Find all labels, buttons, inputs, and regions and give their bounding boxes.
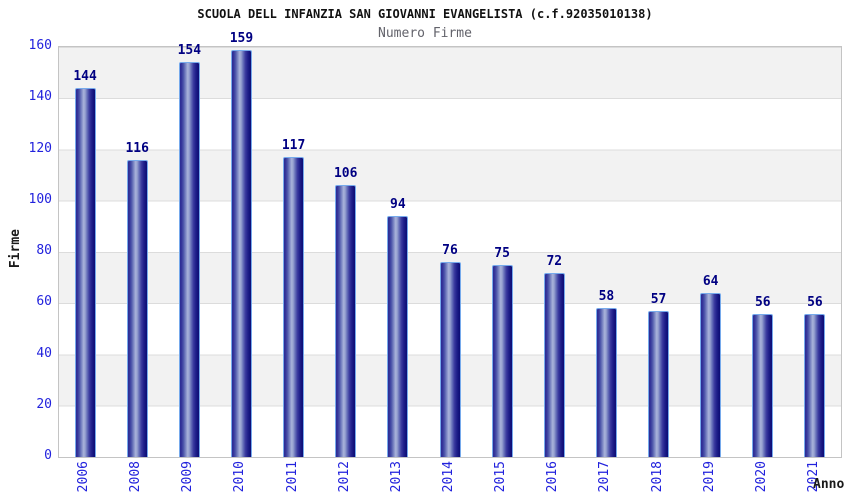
x-tick-label-text: 2017 xyxy=(597,461,613,493)
bar-value-label: 75 xyxy=(494,245,510,261)
bar-2019 xyxy=(700,293,722,457)
bar-value-label: 56 xyxy=(807,294,823,310)
x-tick-label-text: 2008 xyxy=(128,461,144,493)
bar-value-label: 58 xyxy=(598,289,615,305)
bar-value-label: 159 xyxy=(229,30,254,46)
bar-2008 xyxy=(126,159,148,457)
bar-2018 xyxy=(648,310,670,457)
x-tick-label-text: 2012 xyxy=(336,461,352,493)
x-axis-title-text: Anno xyxy=(813,477,845,492)
bar-2016 xyxy=(543,272,565,457)
bar-value-label: 76 xyxy=(442,243,458,259)
bar-value-label: 94 xyxy=(390,197,406,213)
bar-value-label: 116 xyxy=(125,140,149,156)
x-tick-label: 2020 xyxy=(754,461,770,497)
x-tick-label: 2013 xyxy=(389,461,405,497)
bar-2010 xyxy=(230,49,252,457)
y-tick-label: 80 xyxy=(36,243,52,258)
x-tick-label-text: 2013 xyxy=(388,461,404,493)
bar-value-label: 144 xyxy=(73,69,97,84)
bar-2020 xyxy=(752,313,774,457)
x-tick-label: 2008 xyxy=(128,461,144,497)
x-tick-label-text: 2014 xyxy=(441,461,456,493)
x-tick-label: 2012 xyxy=(337,461,353,497)
x-tick-label: 2018 xyxy=(650,461,666,497)
x-tick-label: 2014 xyxy=(441,461,457,497)
x-tick-label: 2011 xyxy=(285,461,301,497)
y-tick-label: 140 xyxy=(28,89,52,105)
y-tick-label: 40 xyxy=(36,345,52,361)
x-tick-label-text: 2006 xyxy=(76,461,92,493)
bar-2014 xyxy=(439,262,461,457)
bar-2006 xyxy=(74,88,96,457)
x-tick-label-text: 2020 xyxy=(753,461,769,493)
bar-2017 xyxy=(595,308,617,457)
bar-2011 xyxy=(283,157,305,457)
x-tick-label-text: 2015 xyxy=(493,461,509,493)
plot-area: 144 116 154 159 117 106 94 76 75 72 58 57 64 56 56 xyxy=(58,32,842,458)
x-tick-label: 2016 xyxy=(545,461,561,497)
chart-title: SCUOLA DELL INFANZIA SAN GIOVANNI EVANGE… xyxy=(197,7,653,21)
bar-value-label: 72 xyxy=(546,253,563,269)
x-tick-label-text: 2016 xyxy=(545,461,561,493)
bar-value-label: 106 xyxy=(333,166,358,182)
x-tick-label: 2015 xyxy=(493,461,509,497)
bar-2009 xyxy=(178,62,200,457)
y-tick-label: 20 xyxy=(36,396,52,412)
x-tick-label: 2017 xyxy=(597,461,613,497)
bar-value-label: 64 xyxy=(702,274,719,289)
chart-subtitle: Numero Firme xyxy=(378,26,472,41)
bar-value-label: 57 xyxy=(650,291,667,307)
y-tick-label: 100 xyxy=(28,191,52,207)
bar-2012 xyxy=(335,185,357,457)
y-tick-label: 0 xyxy=(44,448,52,463)
x-tick-label-text: 2011 xyxy=(284,461,300,493)
x-tick-label: 2019 xyxy=(702,461,718,497)
bar-2013 xyxy=(387,216,409,457)
y-tick-label: 60 xyxy=(36,294,52,310)
bar-value-label: 56 xyxy=(754,294,771,310)
bar-value-label: 117 xyxy=(281,138,306,154)
x-tick-label-text: 2010 xyxy=(232,461,248,493)
bar-value-label: 154 xyxy=(177,43,202,59)
x-tick-label: 2009 xyxy=(180,461,196,497)
x-tick-label-text: 2018 xyxy=(649,461,665,493)
x-tick-label: 2010 xyxy=(232,461,248,497)
x-axis-title: Anno xyxy=(813,477,844,492)
x-tick-label-text: 2009 xyxy=(180,461,196,493)
bar-2015 xyxy=(491,264,513,457)
bar-2021 xyxy=(804,313,826,457)
x-tick-label: 2006 xyxy=(76,461,92,497)
y-tick-label: 160 xyxy=(28,38,52,53)
y-tick-label: 120 xyxy=(28,140,52,156)
x-tick-label-text: 2019 xyxy=(701,461,717,493)
